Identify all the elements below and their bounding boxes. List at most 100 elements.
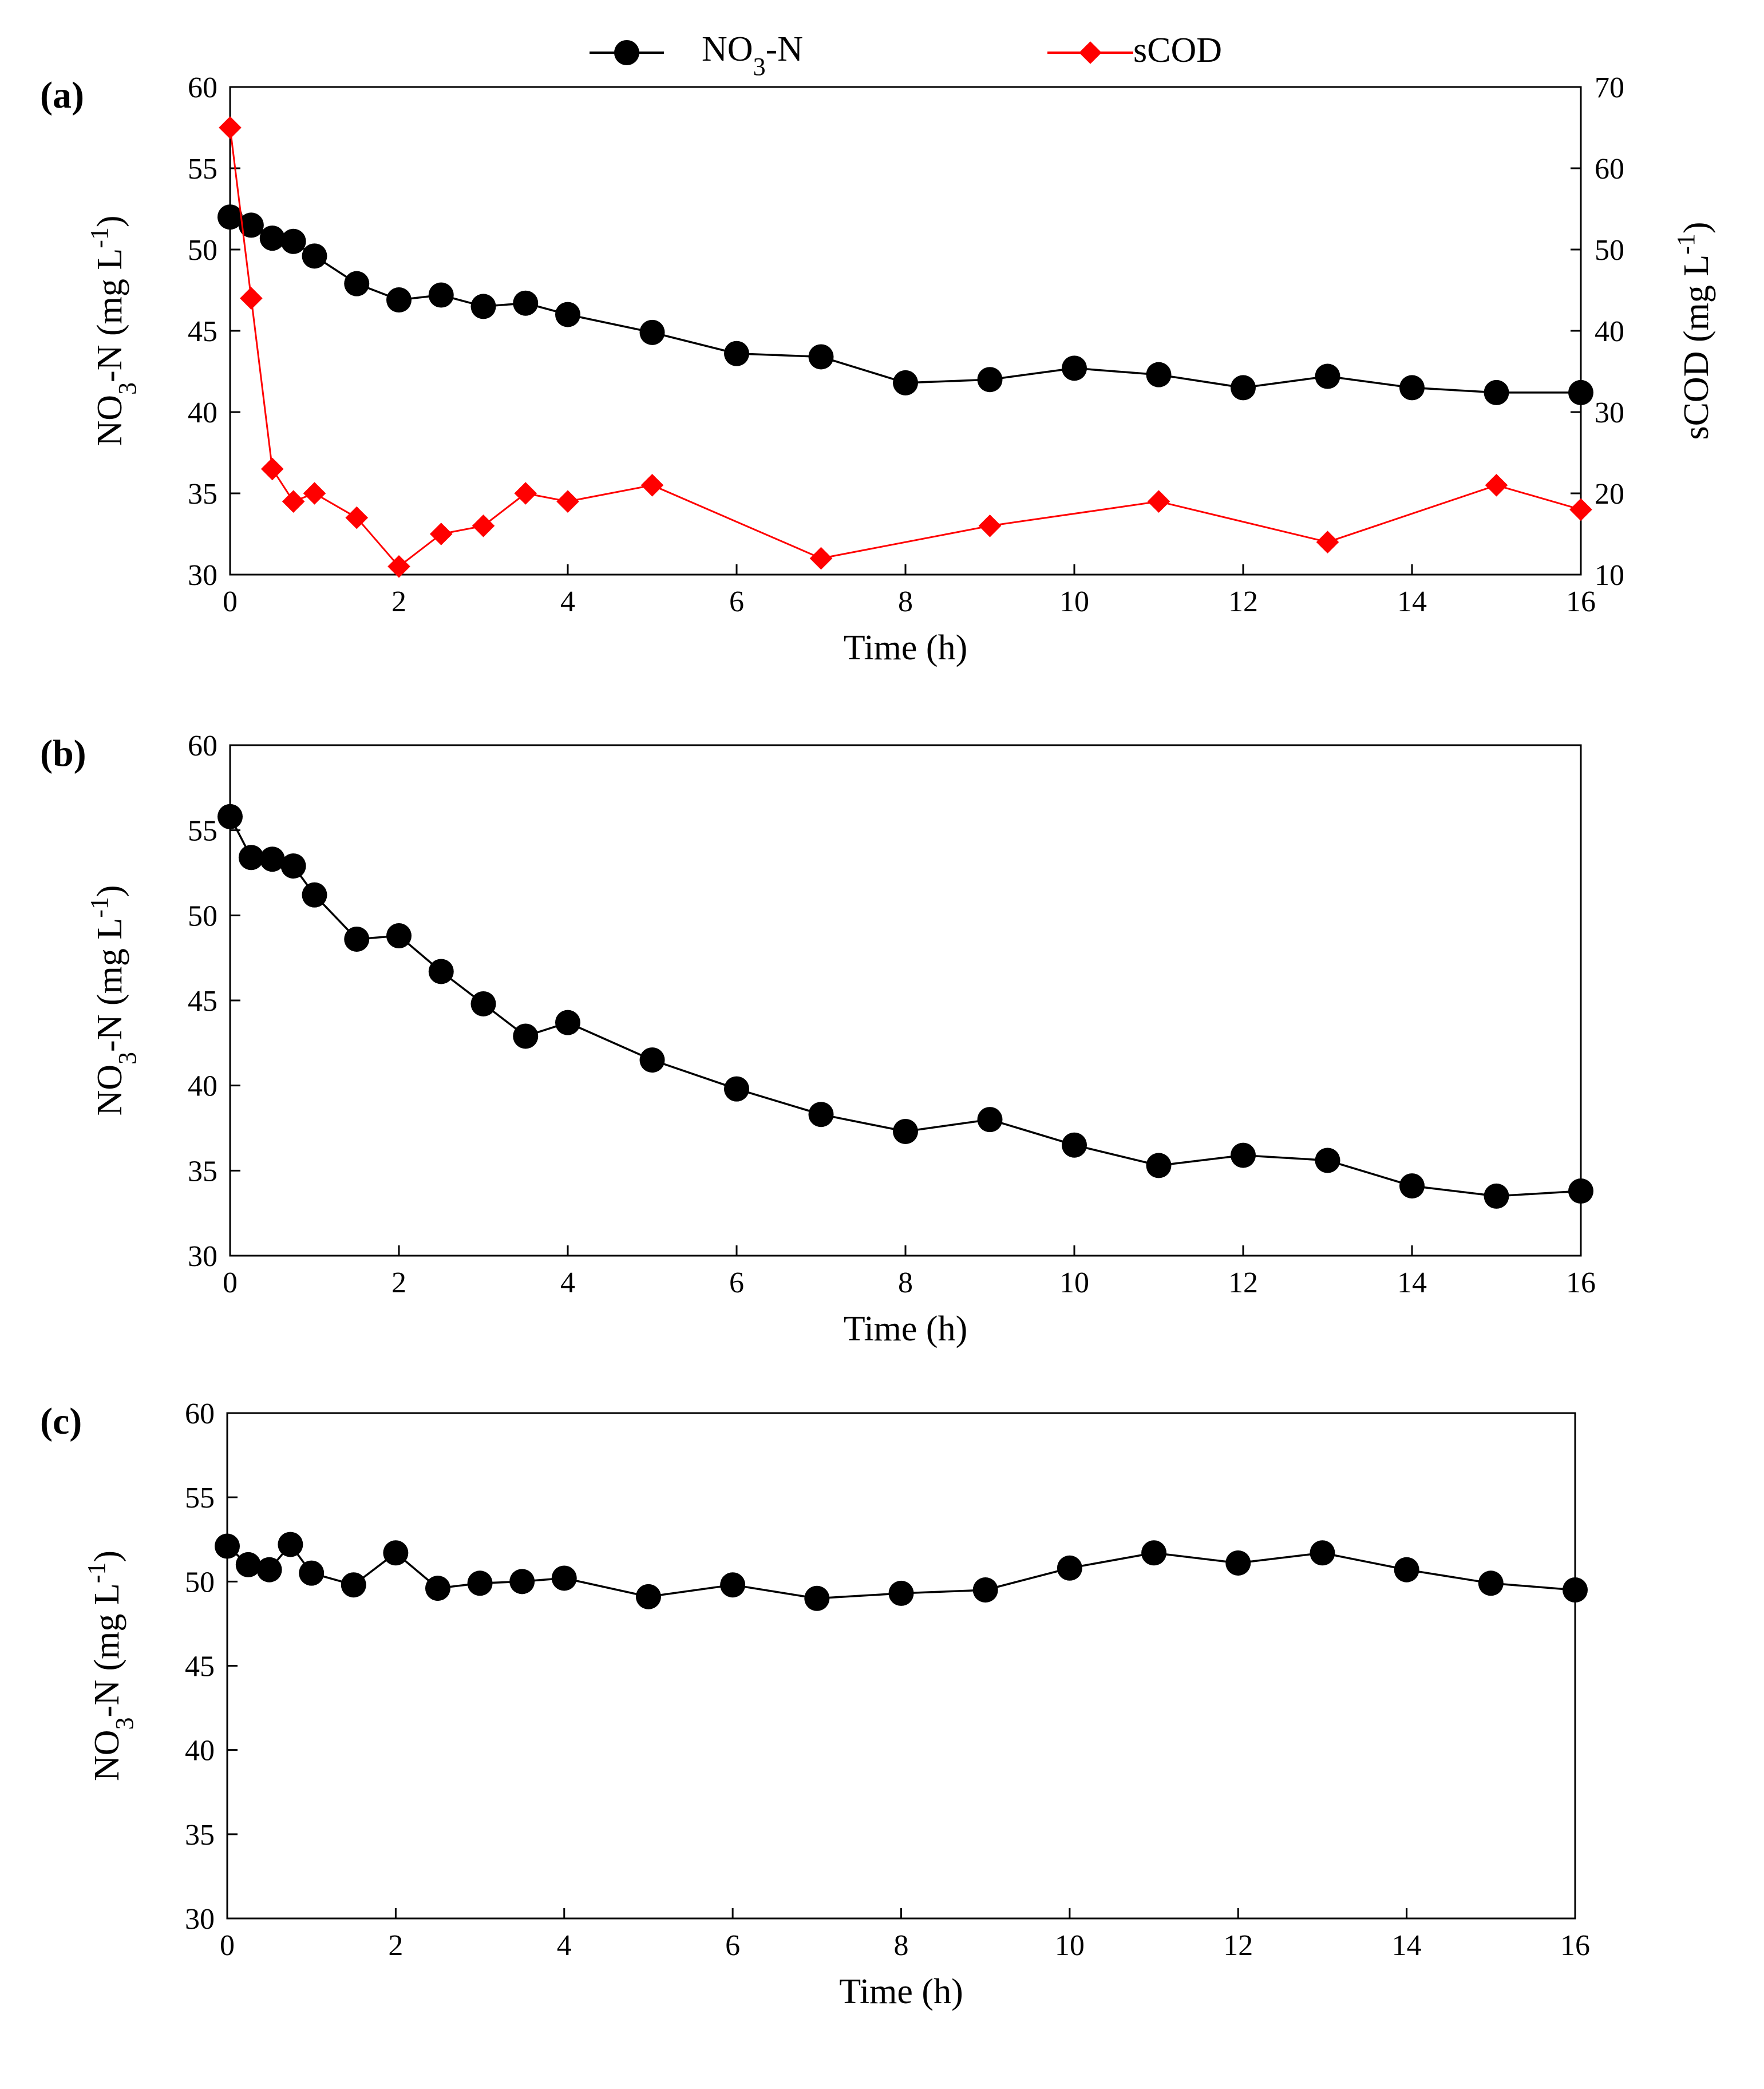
data-point-no3n — [217, 204, 243, 230]
data-point-no3n — [977, 1107, 1003, 1133]
y-axis-title: NO3-N (mg L-1) — [85, 885, 141, 1115]
data-point-no3n — [555, 302, 580, 327]
data-point-no3n — [238, 212, 264, 238]
y-tick-label: 50 — [185, 1566, 215, 1599]
panel-a: (a) 0 2 4 6 8 10 12 14 16 30 35 40 45 50 55 60 10 20 30 40 50… — [40, 72, 1716, 667]
x-tick-label: 0 — [220, 1929, 235, 1962]
x-tick-label: 6 — [729, 585, 744, 618]
y2-tick-label: 10 — [1595, 559, 1624, 592]
data-point-no3n — [977, 367, 1003, 393]
data-point-no3n — [259, 225, 285, 251]
data-point-no3n — [256, 1557, 282, 1582]
data-point-no3n — [302, 243, 327, 269]
data-point-scod — [303, 482, 326, 505]
data-point-scod — [1316, 531, 1339, 553]
x-tick-label: 4 — [560, 585, 575, 618]
x-tick-label: 8 — [898, 585, 913, 618]
y-tick-label: 30 — [185, 1903, 215, 1936]
x-tick-label: 6 — [725, 1929, 740, 1962]
data-point-no3n — [235, 1552, 261, 1577]
x-tick-label: 12 — [1228, 1267, 1258, 1299]
panel-label: (b) — [40, 733, 86, 774]
y-tick-label: 30 — [188, 559, 217, 592]
y2-tick-label: 30 — [1595, 397, 1624, 429]
y2-axis-title: sCOD (mg L-1) — [1672, 221, 1716, 440]
panel-label: (a) — [40, 74, 84, 116]
series-line-no3n — [230, 216, 1581, 394]
x-tick-label: 14 — [1397, 1267, 1427, 1299]
data-point-no3n — [278, 1532, 303, 1557]
data-point-scod — [556, 490, 579, 513]
data-point-no3n — [299, 1560, 325, 1586]
data-point-no3n — [1225, 1550, 1251, 1576]
y2-tick-label: 50 — [1595, 234, 1624, 267]
y-tick-label: 55 — [185, 1482, 215, 1514]
data-point-no3n — [1568, 379, 1593, 405]
data-point-no3n — [470, 294, 496, 319]
x-tick-label: 6 — [729, 1267, 744, 1299]
y2-tick-label: 40 — [1595, 315, 1624, 348]
legend-no3n-marker — [614, 40, 639, 65]
y-axis-title: NO3-N (mg L-1) — [82, 1550, 139, 1781]
data-point-no3n — [509, 1569, 535, 1595]
data-point-no3n — [467, 1570, 493, 1596]
data-point-scod — [219, 116, 242, 139]
data-point-no3n — [724, 341, 749, 366]
y-axis-title: NO3-N (mg L-1) — [85, 215, 141, 446]
x-tick-label: 8 — [894, 1929, 909, 1962]
data-point-no3n — [1563, 1577, 1588, 1603]
y-tick-label: 35 — [188, 1155, 217, 1188]
data-point-no3n — [1231, 1142, 1256, 1168]
y-tick-label: 50 — [188, 900, 217, 932]
data-point-no3n — [1062, 355, 1087, 381]
data-point-no3n — [428, 959, 454, 984]
data-point-no3n — [808, 1102, 834, 1127]
data-point-no3n — [1310, 1540, 1335, 1566]
data-point-no3n — [302, 882, 327, 908]
y-tick-label: 40 — [185, 1735, 215, 1767]
x-tick-label: 10 — [1059, 585, 1089, 618]
data-point-scod — [978, 515, 1002, 537]
plot-frame — [229, 744, 1582, 1257]
data-point-no3n — [1484, 1183, 1509, 1209]
x-tick-label: 2 — [388, 1929, 403, 1962]
data-point-no3n — [1146, 1153, 1172, 1178]
x-tick-label: 4 — [557, 1929, 572, 1962]
y-tick-label: 45 — [185, 1651, 215, 1683]
x-tick-label: 0 — [223, 1267, 238, 1299]
data-point-no3n — [344, 271, 370, 296]
y-tick-label: 50 — [188, 234, 217, 267]
y2-tick-label: 70 — [1595, 72, 1624, 104]
data-point-no3n — [280, 228, 306, 254]
legend-scod-label: sCOD — [1133, 31, 1222, 70]
data-point-scod — [809, 547, 833, 570]
y2-tick-label: 20 — [1595, 478, 1624, 511]
data-point-no3n — [1399, 375, 1425, 401]
y-tick-label: 45 — [188, 985, 217, 1018]
data-point-no3n — [639, 1047, 665, 1073]
x-tick-label: 14 — [1397, 585, 1427, 618]
data-point-scod — [1569, 498, 1592, 521]
data-point-no3n — [386, 287, 412, 313]
data-point-scod — [640, 474, 664, 497]
data-point-no3n — [1399, 1173, 1425, 1199]
data-point-scod — [282, 490, 305, 513]
data-point-no3n — [513, 1023, 539, 1049]
legend-no3n-label: NO3-N — [702, 30, 803, 81]
data-point-no3n — [238, 845, 264, 871]
data-point-no3n — [804, 1585, 830, 1611]
y-tick-label: 60 — [185, 1398, 215, 1430]
plot-frame — [229, 86, 1582, 576]
y-tick-label: 35 — [188, 478, 217, 511]
data-point-scod — [514, 482, 537, 505]
data-point-no3n — [1568, 1178, 1593, 1204]
panel-label: (c) — [40, 1400, 82, 1442]
data-point-scod — [1147, 490, 1170, 513]
data-point-scod — [1485, 474, 1508, 497]
data-point-no3n — [893, 370, 918, 395]
data-point-no3n — [383, 1540, 409, 1566]
data-point-no3n — [1146, 362, 1172, 387]
x-tick-label: 14 — [1392, 1929, 1422, 1962]
x-tick-label: 2 — [391, 1267, 406, 1299]
